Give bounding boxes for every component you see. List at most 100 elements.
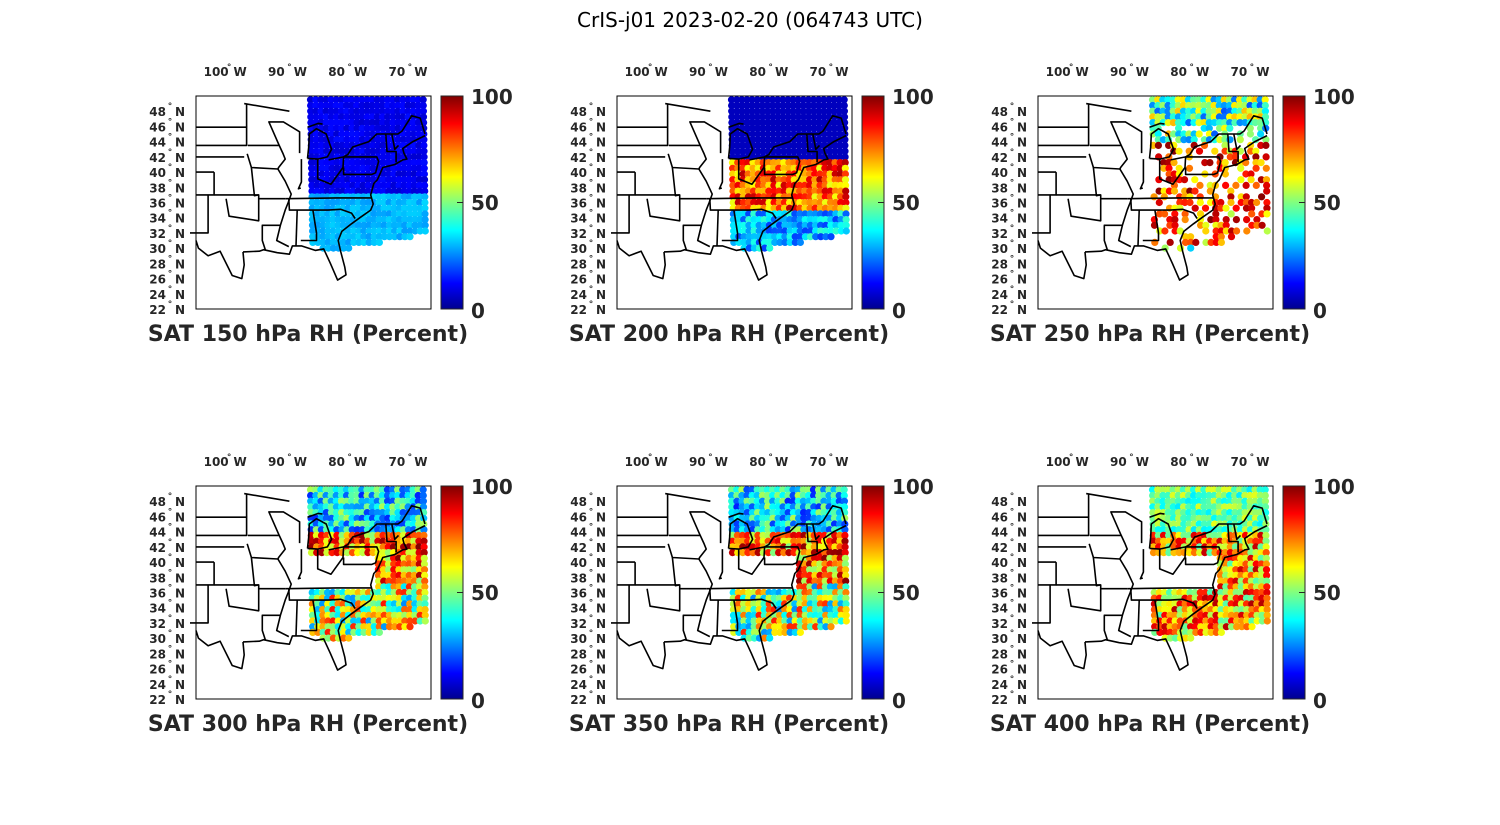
rh-point <box>406 210 414 218</box>
rh-point <box>416 198 424 207</box>
rh-point <box>327 101 335 110</box>
rh-point <box>745 233 753 241</box>
rh-point <box>750 227 758 235</box>
rh-point <box>1262 554 1270 562</box>
rh-point <box>1176 606 1184 614</box>
rh-point <box>363 119 371 127</box>
rh-point <box>1253 588 1261 597</box>
rh-point <box>1180 537 1188 545</box>
rh-point <box>805 503 813 511</box>
rh-point <box>332 503 340 511</box>
rh-point <box>354 176 362 184</box>
rh-point <box>380 577 388 585</box>
rh-point <box>831 181 839 189</box>
rh-point <box>821 583 829 591</box>
rh-point <box>743 101 751 110</box>
rh-point <box>353 113 361 121</box>
rh-point <box>1179 497 1188 505</box>
rh-point <box>319 238 327 246</box>
rh-point <box>1171 611 1179 619</box>
rh-point <box>1220 107 1228 115</box>
rh-point <box>841 153 849 161</box>
rh-point <box>409 486 417 494</box>
rh-point <box>322 514 330 522</box>
rh-point <box>1148 486 1157 494</box>
rh-point <box>374 514 382 522</box>
rh-point <box>817 623 825 631</box>
rh-point <box>784 503 792 511</box>
rh-point <box>404 491 412 500</box>
rh-point <box>317 503 325 511</box>
lat-tick-label: 26 <box>991 273 1008 287</box>
rh-point <box>1174 486 1182 494</box>
rh-point <box>1221 124 1229 132</box>
rh-point <box>374 543 382 551</box>
lat-tick-label: 42 <box>149 151 166 165</box>
rh-point <box>420 141 428 149</box>
lon-tick-label: 80 <box>1170 65 1187 79</box>
rh-point <box>389 543 397 551</box>
rh-point <box>821 170 829 178</box>
rh-point <box>324 606 332 614</box>
rh-point <box>319 623 327 631</box>
rh-point <box>384 113 392 121</box>
rh-point <box>1251 514 1259 522</box>
rh-point <box>812 227 820 235</box>
rh-point <box>1238 611 1246 619</box>
rh-point <box>1160 588 1168 597</box>
rh-point <box>420 531 428 539</box>
rh-point <box>1232 560 1240 568</box>
rh-point <box>339 606 347 614</box>
rh-point <box>817 617 825 625</box>
rh-point <box>324 221 332 229</box>
rh-point <box>1222 588 1230 597</box>
rh-point <box>384 124 392 132</box>
rh-point <box>1195 119 1203 127</box>
rh-point <box>1233 623 1241 631</box>
rh-point <box>805 170 814 178</box>
rh-point <box>1226 107 1234 115</box>
rh-point <box>811 187 819 195</box>
rh-point <box>332 497 340 505</box>
rh-point <box>1236 491 1244 500</box>
rh-point <box>1246 526 1255 534</box>
rh-point <box>1247 588 1256 597</box>
rh-point <box>785 531 793 539</box>
rh-point <box>420 566 429 574</box>
lon-tick-label: 70 <box>1231 455 1248 469</box>
rh-point <box>1253 216 1261 224</box>
lon-tick-label: 100 <box>1046 65 1071 79</box>
rh-point <box>743 503 751 511</box>
rh-point <box>348 514 356 522</box>
rh-point <box>816 554 824 562</box>
rh-point <box>1247 198 1256 207</box>
rh-point <box>786 628 794 636</box>
lat-tick-label: 34 <box>149 602 166 616</box>
lat-hemisphere: N <box>596 303 606 317</box>
rh-point <box>733 113 741 121</box>
rh-point <box>364 164 372 172</box>
degree-symbol: ° <box>168 538 173 548</box>
rh-point <box>786 606 794 614</box>
lat-tick-label: 38 <box>991 571 1008 585</box>
rh-point <box>1154 141 1162 149</box>
lat-tick-label: 30 <box>149 632 166 646</box>
rh-point <box>837 606 845 614</box>
degree-symbol: ° <box>1010 675 1015 685</box>
lat-hemisphere: N <box>175 678 185 692</box>
rh-point <box>740 628 748 636</box>
rh-point <box>1257 176 1265 184</box>
rh-point <box>806 594 814 602</box>
lat-hemisphere: N <box>1017 663 1027 677</box>
rh-point <box>800 566 809 574</box>
rh-point <box>369 136 377 144</box>
rh-point <box>415 159 423 167</box>
rh-point <box>373 491 381 500</box>
rh-point <box>1252 147 1260 155</box>
rh-point <box>728 147 736 155</box>
rh-point <box>842 221 850 229</box>
rh-point <box>1186 606 1194 614</box>
rh-point <box>796 210 804 218</box>
rh-point <box>799 113 808 121</box>
rh-point <box>795 514 803 522</box>
